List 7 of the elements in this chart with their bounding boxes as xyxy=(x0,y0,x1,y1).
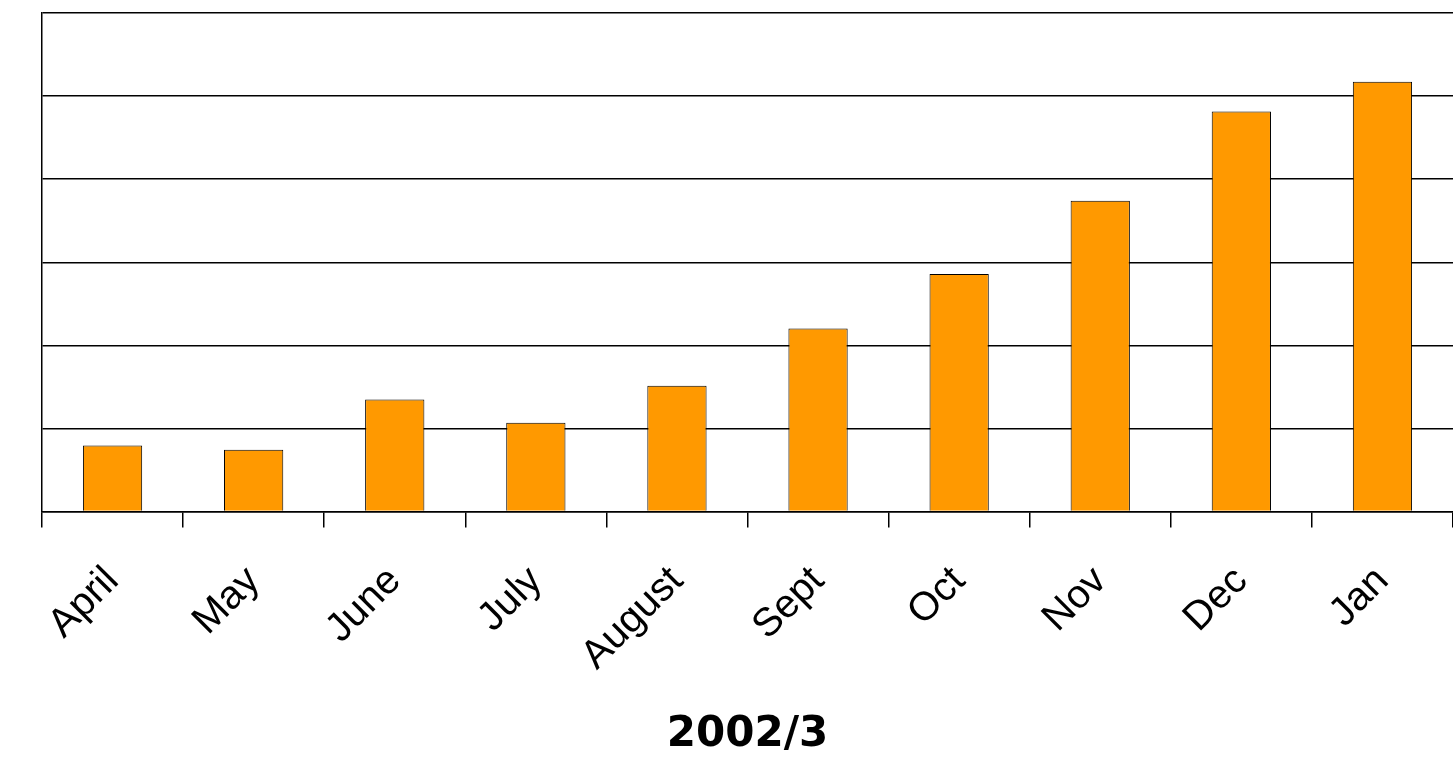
x-tick-label: Jan xyxy=(1319,556,1396,634)
x-tick-label: Oct xyxy=(897,556,973,633)
x-tick-label: Dec xyxy=(1173,556,1255,639)
x-axis-title: 2002/3 xyxy=(666,706,829,756)
x-tick-label: July xyxy=(467,556,550,639)
x-tick-label: May xyxy=(182,556,268,642)
x-tick-label: Nov xyxy=(1032,556,1114,639)
